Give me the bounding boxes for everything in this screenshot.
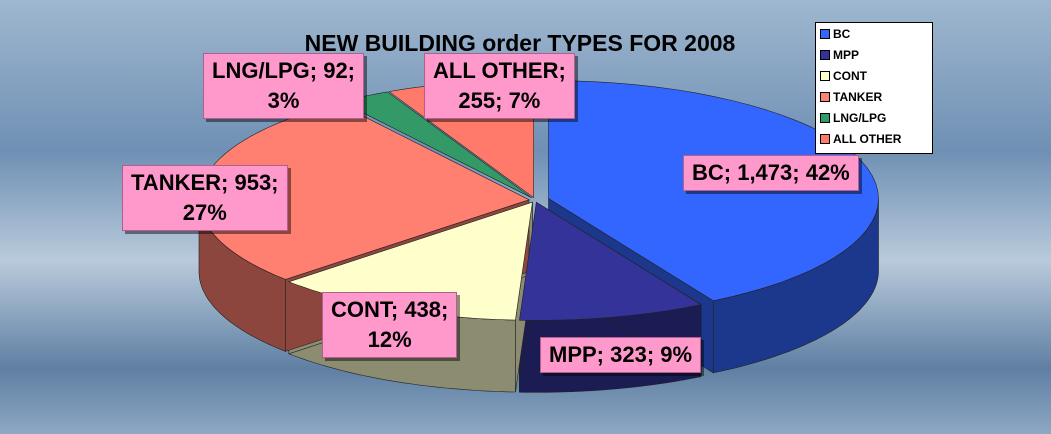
legend: BC MPP CONT TANKER LNG/LPG ALL OTHER — [815, 22, 933, 154]
data-label: MPP; 323; 9% — [540, 337, 701, 373]
data-label: BC; 1,473; 42% — [683, 155, 859, 191]
data-label: LNG/LPG; 92; 3% — [203, 53, 364, 119]
legend-swatch — [820, 71, 830, 81]
legend-label: LNG/LPG — [833, 111, 886, 125]
legend-item: MPP — [820, 45, 932, 65]
legend-swatch — [820, 92, 830, 102]
legend-swatch — [820, 113, 830, 123]
legend-swatch — [820, 134, 830, 144]
data-label: ALL OTHER; 255; 7% — [424, 53, 575, 119]
data-label: TANKER; 953; 27% — [122, 165, 288, 231]
legend-item: ALL OTHER — [820, 129, 932, 149]
legend-item: BC — [820, 24, 932, 44]
legend-swatch — [820, 50, 830, 60]
data-label: CONT; 438; 12% — [322, 292, 457, 358]
legend-label: ALL OTHER — [833, 132, 901, 146]
legend-label: TANKER — [833, 90, 882, 104]
legend-item: TANKER — [820, 87, 932, 107]
legend-label: BC — [833, 27, 850, 41]
legend-swatch — [820, 29, 830, 39]
chart: NEW BUILDING order TYPES FOR 2008 BCMPPC… — [0, 0, 1051, 434]
legend-item: LNG/LPG — [820, 108, 932, 128]
legend-label: MPP — [833, 48, 859, 62]
legend-item: CONT — [820, 66, 932, 86]
legend-label: CONT — [833, 69, 867, 83]
